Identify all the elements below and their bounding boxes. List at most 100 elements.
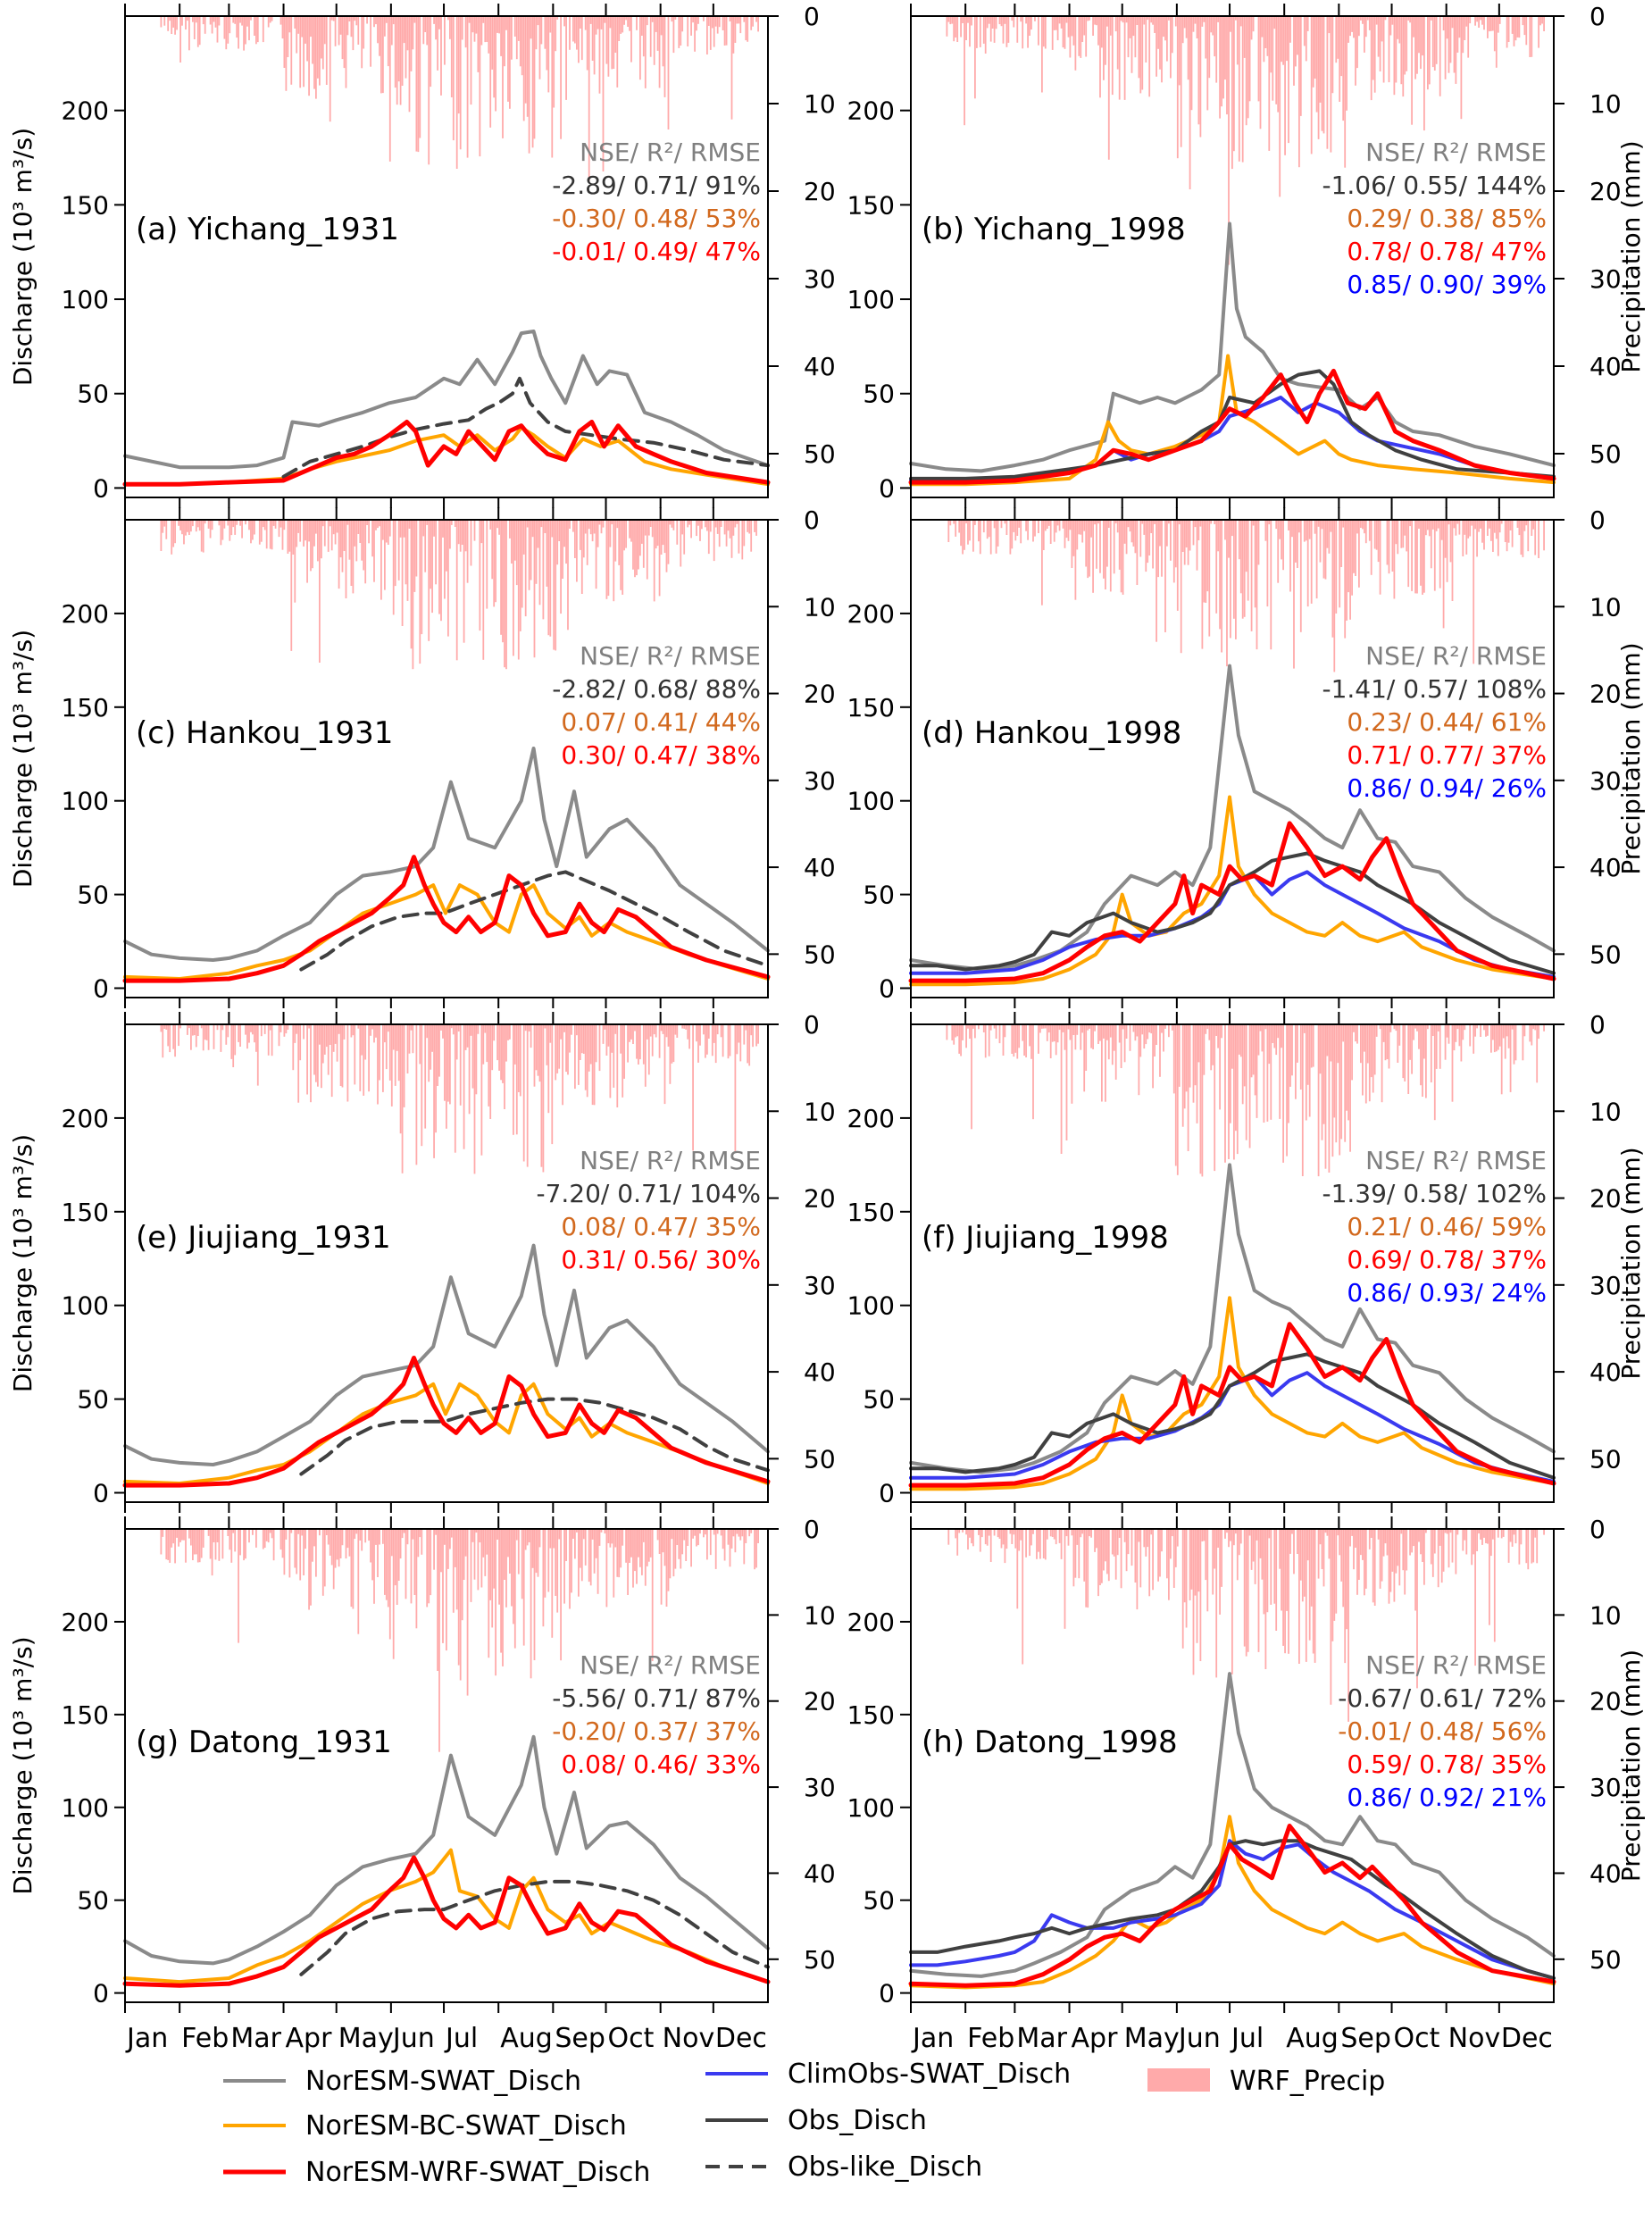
precip-bar xyxy=(1143,1024,1146,1049)
precip-bar xyxy=(1423,520,1425,593)
x-tick-label: Aug xyxy=(500,2023,553,2054)
precip-bar xyxy=(544,1529,546,1598)
precip-bar xyxy=(1406,1529,1408,1571)
precip-bar xyxy=(1520,520,1523,555)
precip-bar xyxy=(165,1024,168,1030)
precip-bar xyxy=(1032,1024,1034,1120)
precip-bar xyxy=(663,16,666,97)
precip-bar xyxy=(1297,520,1298,568)
precip-bar xyxy=(1339,1024,1341,1156)
precip-bar xyxy=(1222,16,1224,99)
precip-bar xyxy=(627,1024,629,1063)
precip-bar xyxy=(1297,1024,1298,1063)
precip-bar xyxy=(183,520,185,545)
precip-bar xyxy=(622,520,624,595)
precip-bar xyxy=(1351,520,1353,596)
precip-bar xyxy=(1134,1024,1137,1041)
precip-bar xyxy=(172,520,175,547)
x-tick-label: Sep xyxy=(1340,2023,1391,2054)
precip-bar xyxy=(1355,1529,1356,1548)
precip-bar xyxy=(998,16,1001,25)
precip-bar xyxy=(997,1529,999,1538)
precip-bar xyxy=(972,1529,974,1547)
precip-bar xyxy=(327,1529,330,1545)
precip-bar xyxy=(422,16,425,45)
precip-bar xyxy=(1337,16,1339,59)
precip-bar xyxy=(1201,1529,1204,1541)
precip-bar xyxy=(1247,1529,1249,1652)
precip-bar xyxy=(1241,1024,1244,1105)
precip-bar xyxy=(1076,520,1079,550)
y-tick-label-right: 40 xyxy=(804,1357,836,1387)
precip-bar xyxy=(1099,520,1101,573)
precip-bar xyxy=(991,16,994,29)
precip-bar xyxy=(424,16,427,32)
precip-bar xyxy=(297,1024,300,1103)
precip-bar xyxy=(1101,16,1103,48)
precip-bar xyxy=(1509,1529,1512,1542)
precip-bar xyxy=(1282,16,1284,65)
precip-bar xyxy=(1312,1024,1314,1067)
precip-bar xyxy=(211,16,213,34)
precip-bar xyxy=(595,1024,597,1063)
precip-bar xyxy=(1097,1529,1099,1597)
precip-bar xyxy=(238,16,239,49)
precip-bar xyxy=(447,520,449,637)
precip-bar xyxy=(1030,1024,1032,1059)
precip-bar xyxy=(415,520,418,577)
precip-bar xyxy=(1514,16,1517,41)
precip-bar xyxy=(263,1529,266,1548)
precip-bars xyxy=(947,1529,1545,1722)
precip-bar xyxy=(1127,520,1130,528)
precip-bar xyxy=(1248,1024,1251,1148)
precip-bar xyxy=(343,16,346,69)
precip-bar xyxy=(315,16,317,99)
precip-bar xyxy=(442,1024,444,1039)
precip-bar xyxy=(540,1024,543,1167)
precip-bar xyxy=(1362,1529,1364,1560)
precip-bar xyxy=(1230,16,1231,32)
precip-bar xyxy=(401,16,404,86)
precip-bar xyxy=(1319,520,1322,563)
precip-bar xyxy=(627,1529,629,1595)
precip-bar xyxy=(1141,16,1144,90)
precip-bar xyxy=(1483,1024,1485,1031)
precip-bar xyxy=(574,1024,576,1090)
precip-bar xyxy=(1022,1024,1024,1041)
precip-bar xyxy=(1159,520,1161,547)
precip-bar xyxy=(406,16,409,51)
precip-bar xyxy=(730,1529,733,1549)
precip-bar xyxy=(571,1529,572,1593)
precip-bar xyxy=(468,16,471,23)
precip-bar xyxy=(982,1024,985,1032)
precip-bar xyxy=(1473,520,1475,664)
precip-bar xyxy=(341,1024,344,1088)
precip-bar xyxy=(325,1529,328,1535)
precip-bar xyxy=(1502,1529,1505,1537)
precip-bar xyxy=(703,1024,705,1035)
precip-bar xyxy=(538,1024,541,1082)
metrics-wrf: 0.08/ 0.46/ 33% xyxy=(561,1750,761,1779)
precip-bar xyxy=(392,520,395,615)
plot-frame xyxy=(124,1528,769,2003)
precip-bar xyxy=(408,520,411,529)
precip-bar xyxy=(1339,520,1341,608)
precip-bar xyxy=(1235,16,1237,21)
precip-bar xyxy=(410,520,413,649)
precip-bar xyxy=(446,1529,447,1651)
precip-bar xyxy=(498,520,500,535)
precip-bar xyxy=(1427,16,1429,90)
precip-bar xyxy=(1250,1024,1253,1078)
precip-bar xyxy=(597,520,599,547)
precip-bar xyxy=(1238,16,1240,162)
precip-bar xyxy=(732,520,735,536)
precip-bar xyxy=(757,1024,759,1044)
precip-bar xyxy=(616,520,619,529)
precip-bar xyxy=(1023,1024,1025,1056)
precip-bar xyxy=(1446,1529,1448,1534)
precip-bar xyxy=(299,16,302,88)
precip-bar xyxy=(676,1024,679,1038)
precip-bar xyxy=(1103,16,1105,80)
precip-bar xyxy=(591,520,594,542)
precip-bar xyxy=(312,520,313,569)
